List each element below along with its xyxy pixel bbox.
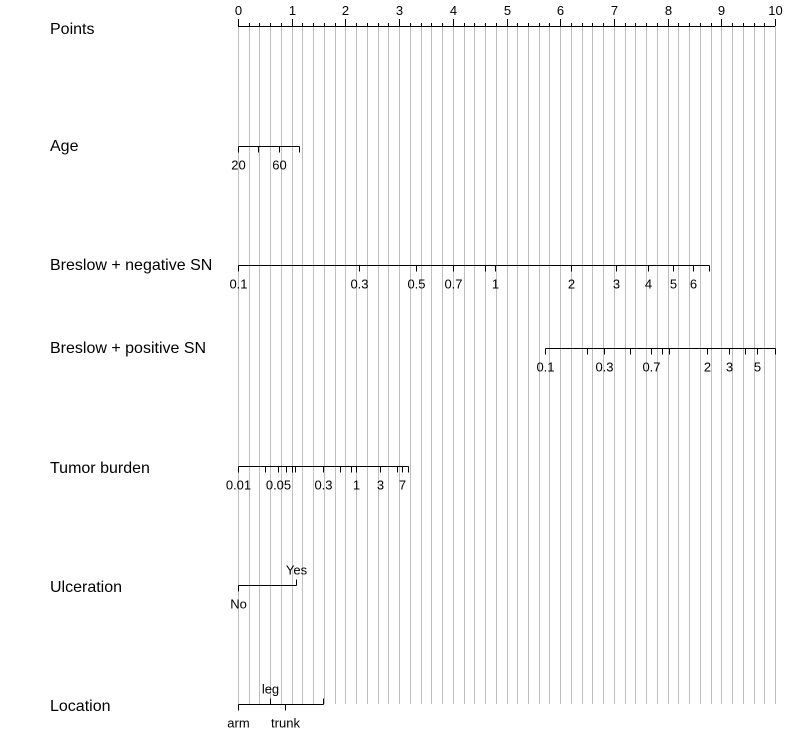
- points-tick-label: 8: [665, 3, 672, 18]
- variable-tick-label: 0.3: [595, 360, 613, 375]
- variable-tick-label: 1: [492, 277, 499, 292]
- variable-tick-label: 0.7: [642, 360, 660, 375]
- variable-tick-label: 5: [670, 277, 677, 292]
- variable-tick-label: 3: [613, 277, 620, 292]
- points-tick-label: 0: [235, 3, 242, 18]
- points-tick-label: 1: [289, 3, 296, 18]
- variable-tick-label: 2: [568, 277, 575, 292]
- variable-tick-label: leg: [262, 682, 279, 697]
- variable-tick-label: 5: [754, 360, 761, 375]
- variable-axis: Breslow + positive SN 0.1 0.3 0.7 2 3 5: [50, 340, 776, 375]
- variable-label: Age: [50, 138, 79, 155]
- variable-axes: Age 20 60 Breslow + negative SN 0.1 0.3 0.5 0.7…: [50, 138, 776, 731]
- variable-label: Tumor burden: [50, 460, 150, 477]
- variable-tick-label: 0.3: [350, 277, 368, 292]
- variable-tick-label: 1: [353, 478, 360, 493]
- points-tick-label: 5: [504, 3, 511, 18]
- variable-label: Breslow + negative SN: [50, 257, 212, 274]
- variable-tick-label: 0.1: [229, 277, 247, 292]
- variable-tick-label: 2: [704, 360, 711, 375]
- variable-tick-label: 7: [399, 478, 406, 493]
- variable-tick-label: 3: [377, 478, 384, 493]
- points-axis-label: Points: [50, 21, 94, 38]
- variable-tick-label: trunk: [271, 716, 300, 731]
- variable-tick-label: 0.01: [226, 478, 251, 493]
- variable-tick-label: Yes: [286, 563, 308, 578]
- points-tick-label: 10: [768, 3, 782, 18]
- variable-tick-label: No: [230, 597, 247, 612]
- variable-tick-label: arm: [227, 716, 249, 731]
- points-tick-label: 4: [450, 3, 457, 18]
- variable-tick-label: 0.3: [314, 478, 332, 493]
- variable-axis: Tumor burden 0.01 0.05 0.3 1 3 7: [50, 460, 409, 493]
- variable-tick-label: 0.7: [444, 277, 462, 292]
- variable-tick-label: 20: [231, 158, 245, 173]
- points-tick-label: 6: [557, 3, 564, 18]
- variable-tick-label: 4: [645, 277, 652, 292]
- grid-lines: [238, 26, 776, 704]
- points-tick-label: 9: [718, 3, 725, 18]
- variable-label: Ulceration: [50, 579, 122, 596]
- variable-axis: Ulceration No Yes: [50, 563, 308, 612]
- variable-tick-label: 3: [726, 360, 733, 375]
- variable-tick-label: 6: [690, 277, 697, 292]
- points-tick-label: 2: [342, 3, 349, 18]
- variable-tick-label: 0.1: [536, 360, 554, 375]
- variable-axis: Breslow + negative SN 0.1 0.3 0.5 0.7 1 2 3 4 5 6: [50, 257, 710, 292]
- points-axis: Points 0 1 2 3 4 5 6 7 8 9 10: [50, 3, 783, 38]
- variable-tick-label: 0.5: [407, 277, 425, 292]
- points-tick-label: 7: [611, 3, 618, 18]
- variable-tick-label: 0.05: [266, 478, 291, 493]
- variable-label: Breslow + positive SN: [50, 340, 206, 357]
- variable-axis: Age 20 60: [50, 138, 300, 173]
- variable-axis: Location arm leg trunk: [50, 682, 324, 731]
- variable-label: Location: [50, 698, 111, 715]
- variable-tick-label: 60: [272, 158, 286, 173]
- points-tick-label: 3: [396, 3, 403, 18]
